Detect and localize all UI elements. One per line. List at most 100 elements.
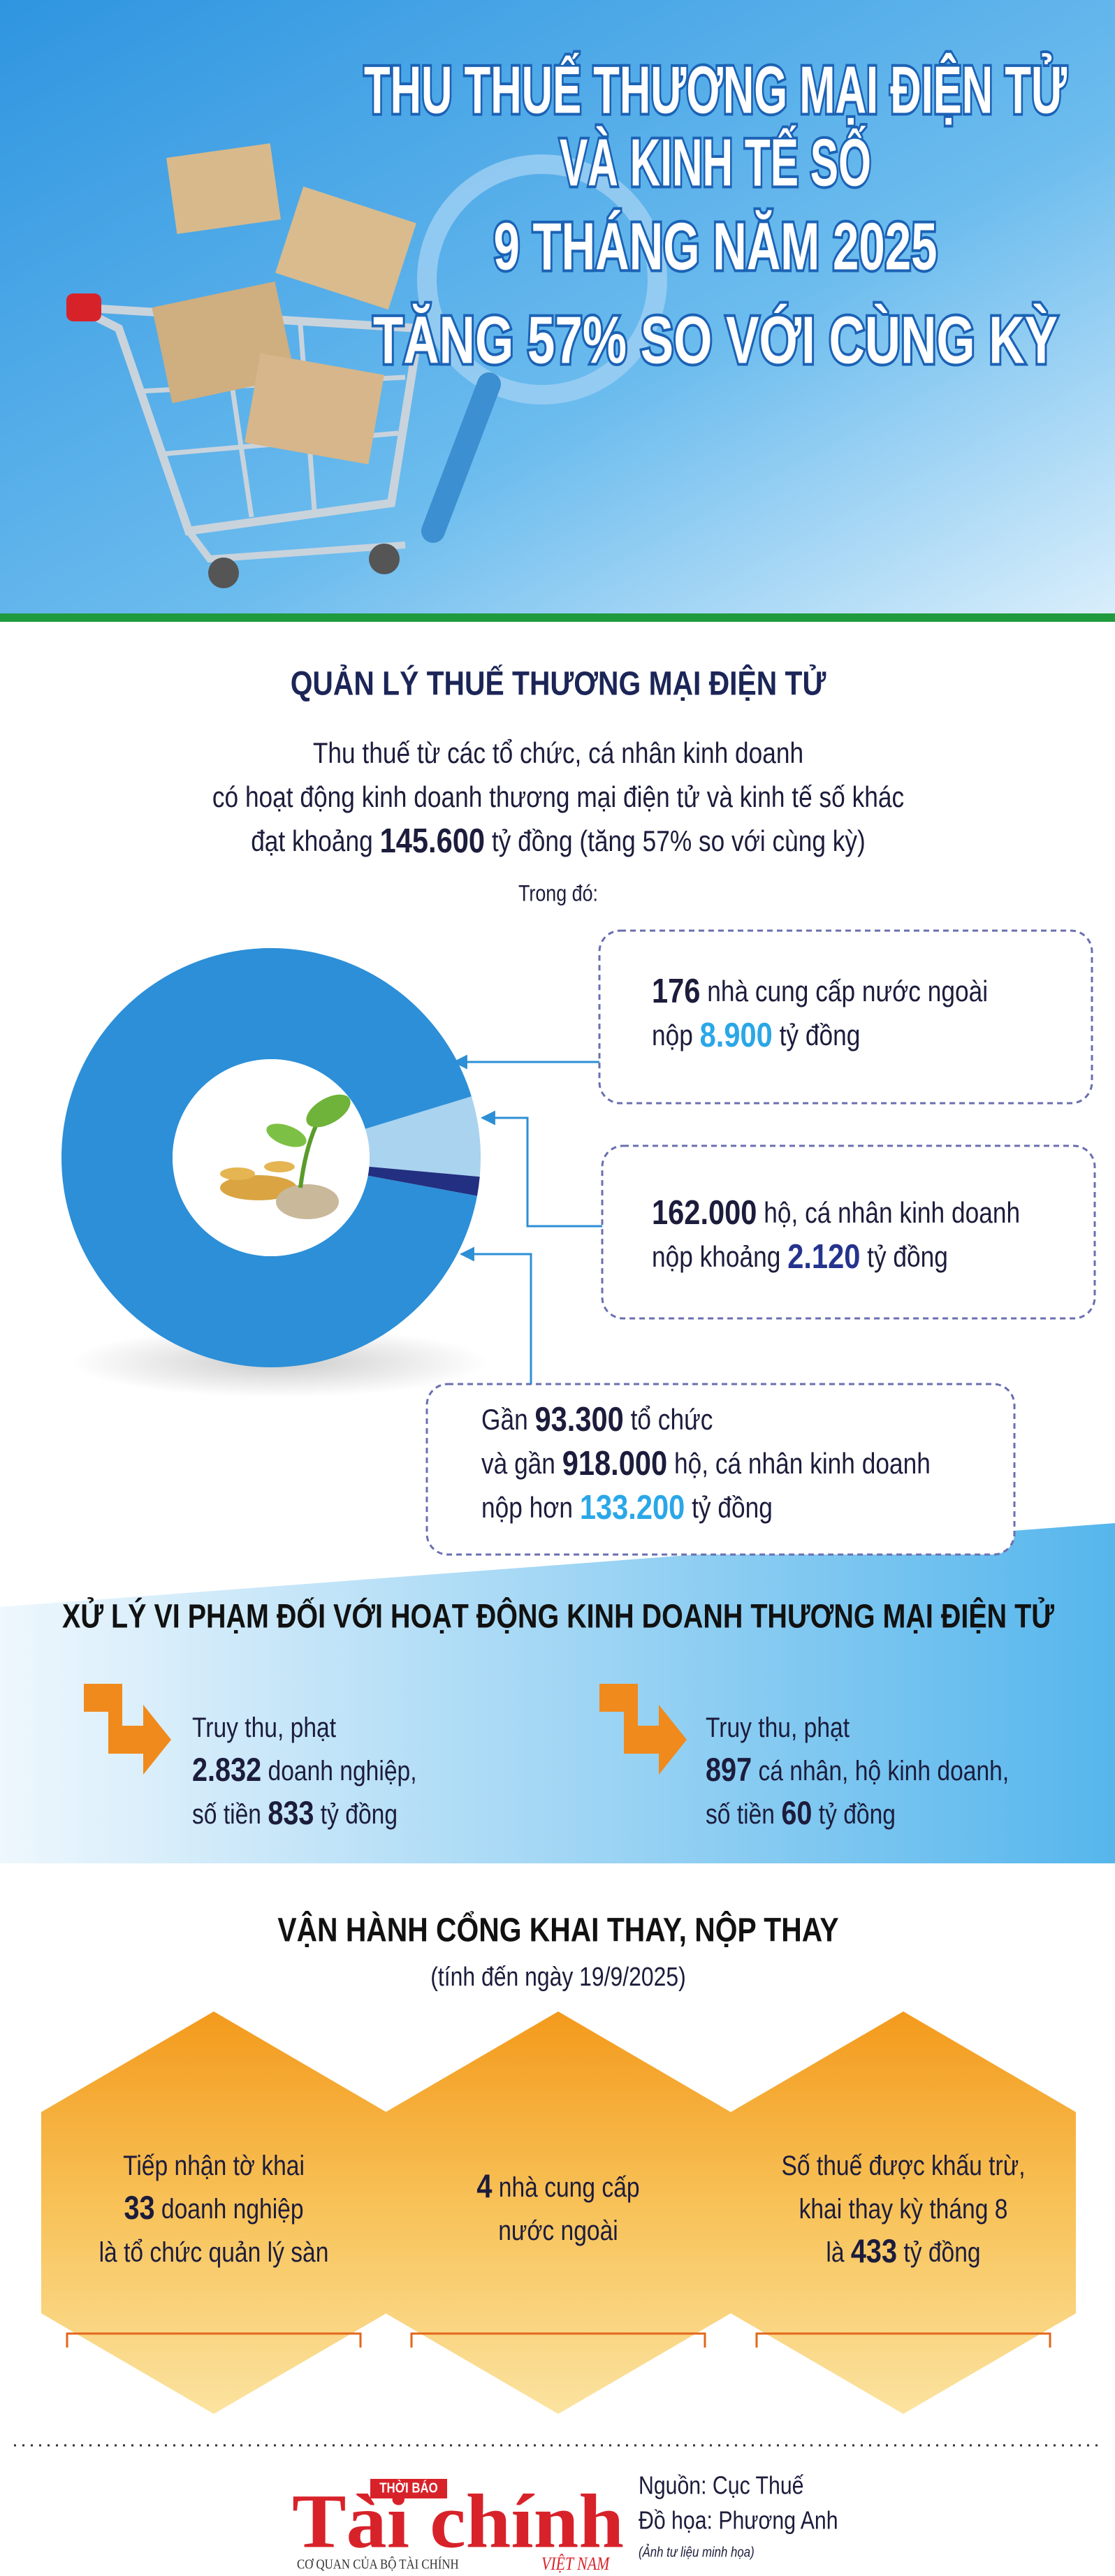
donut — [61, 948, 481, 1368]
text-line: 33 doanh nghiệp — [124, 2190, 303, 2227]
text-part: nộp khoảng — [652, 1240, 787, 1273]
logo-country: VIỆT NAM — [541, 2554, 610, 2574]
text-part: và gần — [481, 1447, 562, 1480]
logo-badge — [370, 2479, 447, 2498]
text-line: và gần 918.000 hộ, cá nhân kinh doanh — [481, 1443, 931, 1483]
text-line: 2.832 doanh nghiệp, — [192, 1752, 417, 1789]
header-title: THU THUẾ THƯƠNG MẠI ĐIỆN TỬ — [364, 52, 1067, 127]
text-part: là — [826, 2237, 850, 2268]
text-part: nhà cung cấp nước ngoài — [700, 975, 988, 1007]
donut-segment — [367, 1166, 480, 1196]
text-part: tỷ đồng — [812, 1799, 896, 1830]
text-line: Truy thu, phạt — [192, 1712, 336, 1743]
text-part: hộ, cá nhân kinh doanh — [667, 1447, 931, 1480]
text-line: số tiền 833 tỷ đồng — [192, 1795, 398, 1832]
number: 2.120 — [787, 1237, 860, 1276]
intro-line: Thu thuế từ các tổ chức, cá nhân kinh do… — [313, 736, 803, 769]
intro-line: có hoạt động kinh doanh thương mại điện … — [212, 780, 904, 813]
number: 145.600 — [380, 821, 485, 860]
text-part: Truy thu, phạt — [706, 1712, 850, 1743]
hexagons — [41, 2011, 1076, 2414]
text-part: đạt khoảng — [251, 824, 379, 857]
text-part: tỷ đồng (tăng 57% so với cùng kỳ) — [485, 824, 866, 857]
text-part: tổ chức — [624, 1403, 713, 1436]
donut-segment — [365, 1096, 481, 1177]
text-line: nước ngoài — [498, 2215, 618, 2246]
source: Nguồn: Cục Thuế — [639, 2471, 803, 2500]
number: 918.000 — [562, 1443, 667, 1483]
text-part: Gần — [481, 1403, 534, 1436]
violations-bg — [0, 1523, 1115, 1863]
header-title: 9 THÁNG NĂM 2025 — [494, 209, 938, 284]
intro-line: đạt khoảng 145.600 tỷ đồng (tăng 57% so … — [251, 821, 866, 860]
logo-name: Tài chính — [292, 2478, 624, 2563]
donut-segment — [61, 948, 477, 1368]
number: 60 — [781, 1795, 812, 1832]
text-part: nước ngoài — [498, 2215, 618, 2246]
callout-boxes — [425, 929, 1096, 1556]
header-rule — [0, 613, 1115, 622]
text-part: Truy thu, phạt — [192, 1712, 336, 1743]
text-part: Tiếp nhận tờ khai — [123, 2151, 305, 2181]
text-line: Truy thu, phạt — [706, 1712, 850, 1743]
number: 833 — [268, 1795, 314, 1832]
text-line: là 433 tỷ đồng — [826, 2233, 980, 2270]
text-part: nộp hơn — [481, 1491, 580, 1524]
cart-illustration — [66, 143, 667, 588]
design-credit: Đồ họa: Phương Anh — [639, 2506, 838, 2535]
text-part: số tiền — [706, 1799, 781, 1830]
text-line: Tiếp nhận tờ khai — [123, 2151, 305, 2181]
text-line: nộp hơn 133.200 tỷ đồng — [481, 1487, 773, 1527]
logo-tagline: CƠ QUAN CỦA BỘ TÀI CHÍNH — [297, 2556, 459, 2573]
text-line: Gần 93.300 tổ chức — [481, 1399, 713, 1439]
text-line: khai thay kỳ tháng 8 — [799, 2194, 1008, 2225]
text-part: tỷ đồng — [773, 1019, 861, 1051]
photo-note: (Ảnh tư liệu minh họa) — [639, 2543, 755, 2560]
hex-brackets — [66, 2332, 1051, 2348]
text-part: nộp — [652, 1019, 700, 1051]
header-title: VÀ KINH TẾ SỐ — [560, 124, 871, 200]
number: 162.000 — [652, 1193, 757, 1232]
number: 433 — [851, 2233, 897, 2270]
number: 176 — [652, 971, 700, 1010]
text-part: doanh nghiệp, — [261, 1756, 416, 1787]
text-part: tỷ đồng — [860, 1240, 948, 1273]
section-subtitle: (tính đến ngày 19/9/2025) — [430, 1963, 686, 1992]
number: 93.300 — [534, 1399, 623, 1439]
section-title: QUẢN LÝ THUẾ THƯƠNG MẠI ĐIỆN TỬ — [291, 664, 826, 703]
section-title: XỬ LÝ VI PHẠM ĐỐI VỚI HOẠT ĐỘNG KINH DOA… — [62, 1597, 1054, 1636]
number: 133.200 — [580, 1487, 685, 1527]
number: 2.832 — [192, 1752, 261, 1789]
text-line: 162.000 hộ, cá nhân kinh doanh — [652, 1193, 1020, 1232]
number: 897 — [706, 1752, 752, 1789]
text-part: cá nhân, hộ kinh doanh, — [752, 1756, 1009, 1787]
text-line: 4 nhà cung cấp — [476, 2168, 639, 2205]
text-part: số tiền — [192, 1799, 268, 1830]
text-line: số tiền 60 tỷ đồng — [706, 1795, 896, 1832]
text-part: khai thay kỳ tháng 8 — [799, 2194, 1008, 2225]
text-part: hộ, cá nhân kinh doanh — [757, 1196, 1020, 1229]
text-part: là tổ chức quản lý sàn — [99, 2237, 329, 2268]
text-line: là tổ chức quản lý sàn — [99, 2237, 329, 2268]
text-part: nhà cung cấp — [492, 2172, 639, 2203]
text-part: tỷ đồng — [685, 1491, 773, 1524]
logo-top: THỜI BÁO — [379, 2479, 437, 2496]
connectors — [452, 1054, 602, 1384]
text-line: 897 cá nhân, hộ kinh doanh, — [706, 1752, 1009, 1789]
section-title: VẬN HÀNH CỔNG KHAI THAY, NỘP THAY — [277, 1911, 838, 1949]
arrow-icons — [84, 1684, 687, 1775]
text-line: Số thuế được khấu trừ, — [781, 2151, 1025, 2181]
number: 8.900 — [700, 1015, 773, 1054]
number: 4 — [476, 2168, 492, 2205]
number: 33 — [124, 2190, 154, 2227]
text-part: Số thuế được khấu trừ, — [781, 2151, 1025, 2181]
text-line: nộp 8.900 tỷ đồng — [652, 1015, 860, 1054]
header-title: TĂNG 57% SO VỚI CÙNG KỲ — [373, 303, 1058, 377]
text-line: 176 nhà cung cấp nước ngoài — [652, 971, 988, 1010]
text-part: tỷ đồng — [897, 2237, 981, 2268]
breakdown-label: Trong đó: — [518, 880, 598, 905]
donut-center — [173, 1059, 370, 1256]
text-line: nộp khoảng 2.120 tỷ đồng — [652, 1237, 948, 1276]
